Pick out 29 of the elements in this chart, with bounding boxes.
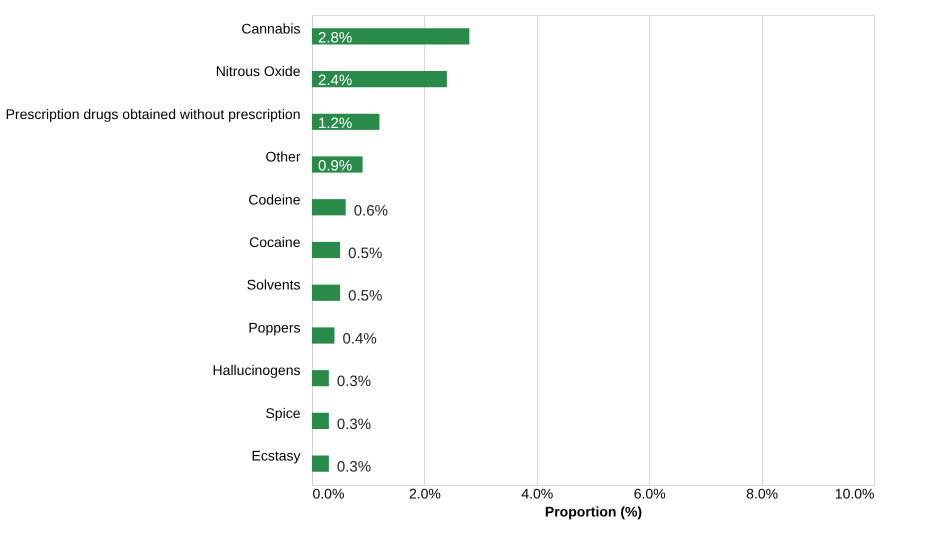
data-label: 0.3%	[336, 416, 372, 433]
x-tick-label: 8.0%	[746, 486, 778, 502]
data-label: 2.4%	[318, 72, 352, 90]
y-tick-label: Spice	[265, 404, 301, 421]
y-tick-label: Poppers	[248, 319, 300, 336]
x-tick-label: 0.0%	[312, 486, 344, 502]
data-label: 2.8%	[318, 29, 352, 46]
y-tick-label: Codeine	[248, 191, 301, 208]
data-label: 0.4%	[342, 330, 377, 348]
x-tick-label: 10.0%	[834, 486, 874, 502]
x-tick-label: 6.0%	[634, 486, 666, 502]
y-tick-label: Other	[265, 148, 301, 165]
y-tick-label: Cannabis	[241, 20, 300, 36]
x-tick-label: 2.0%	[408, 486, 441, 502]
data-label: 1.2%	[318, 114, 352, 132]
y-tick-label: Solvents	[246, 276, 300, 293]
data-label: 0.5%	[348, 288, 382, 305]
data-label: 0.3%	[336, 458, 372, 476]
y-tick-label: Hallucinogens	[212, 362, 300, 378]
x-tick-label: 4.0%	[521, 486, 554, 502]
y-tick-label: Nitrous Oxide	[216, 63, 301, 80]
data-label: 0.9%	[318, 158, 352, 175]
x-axis-title: Proportion (%)	[544, 504, 642, 520]
data-label: 0.5%	[348, 245, 382, 262]
data-label: 0.6%	[354, 202, 388, 220]
data-label: 0.3%	[336, 373, 372, 390]
y-tick-label: Prescription drugs obtained without prescription	[6, 106, 300, 122]
y-tick-label: Ecstasy	[251, 448, 300, 464]
y-tick-label: Cocaine	[249, 234, 301, 250]
